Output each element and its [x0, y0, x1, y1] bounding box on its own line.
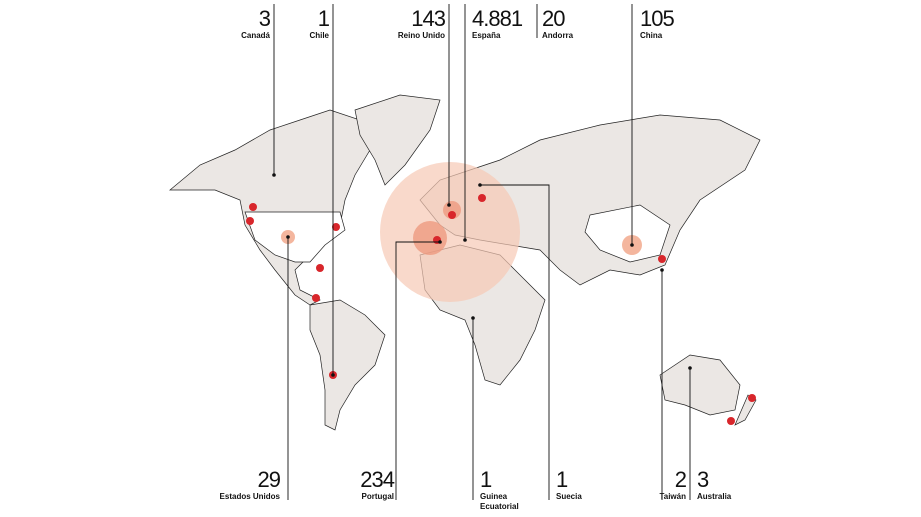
- leader-dot: [331, 373, 335, 377]
- australia: [659, 354, 741, 416]
- count: 143: [411, 6, 445, 31]
- count: 3: [697, 467, 709, 492]
- count: 20: [542, 6, 565, 31]
- country-name: Canadá: [241, 31, 270, 40]
- dots: [246, 194, 756, 425]
- country-name: Estados Unidos: [220, 492, 281, 501]
- country-name: Andorra: [542, 31, 574, 40]
- country-name: Portugal: [362, 492, 394, 501]
- count: 1: [318, 6, 330, 31]
- event-dot: [748, 394, 756, 402]
- leader-dot: [286, 235, 290, 239]
- count: 105: [640, 6, 674, 31]
- count: 1: [480, 467, 492, 492]
- country-name: China: [640, 31, 663, 40]
- greenland: [354, 94, 441, 186]
- china: [584, 204, 671, 263]
- count: 4.881: [472, 6, 523, 31]
- country-name: España: [472, 31, 501, 40]
- count: 234: [360, 467, 394, 492]
- count: 29: [258, 467, 281, 492]
- count: 3: [259, 6, 271, 31]
- leader-dot: [447, 203, 451, 207]
- count: 1: [556, 467, 568, 492]
- leader-dot: [272, 173, 276, 177]
- bubble: [380, 162, 520, 302]
- leader-line: [480, 184, 550, 500]
- country-name: Guinea: [480, 492, 508, 501]
- event-dot: [316, 264, 324, 272]
- leader-dot: [478, 183, 482, 187]
- leader-line: [395, 241, 440, 500]
- event-dot: [332, 223, 340, 231]
- country-name: Australia: [697, 492, 732, 501]
- country-name: Reino Unido: [398, 31, 445, 40]
- leader-dot: [660, 268, 664, 272]
- event-dot: [448, 211, 456, 219]
- north-america: [169, 109, 371, 306]
- leader-dot: [463, 238, 467, 242]
- country-name: Taiwán: [659, 492, 686, 501]
- country-name: Ecuatorial: [480, 502, 519, 511]
- country-name: Chile: [309, 31, 329, 40]
- leader-dot: [688, 366, 692, 370]
- event-dot: [727, 417, 735, 425]
- event-dot: [658, 255, 666, 263]
- country-name: Suecia: [556, 492, 582, 501]
- leader-dot: [438, 240, 442, 244]
- south-america: [309, 299, 386, 431]
- count: 2: [675, 467, 687, 492]
- leader-dot: [471, 316, 475, 320]
- event-dot: [246, 217, 254, 225]
- event-dot: [478, 194, 486, 202]
- event-dot: [312, 294, 320, 302]
- leader-dot: [630, 243, 634, 247]
- event-dot: [249, 203, 257, 211]
- bubble: [413, 221, 447, 255]
